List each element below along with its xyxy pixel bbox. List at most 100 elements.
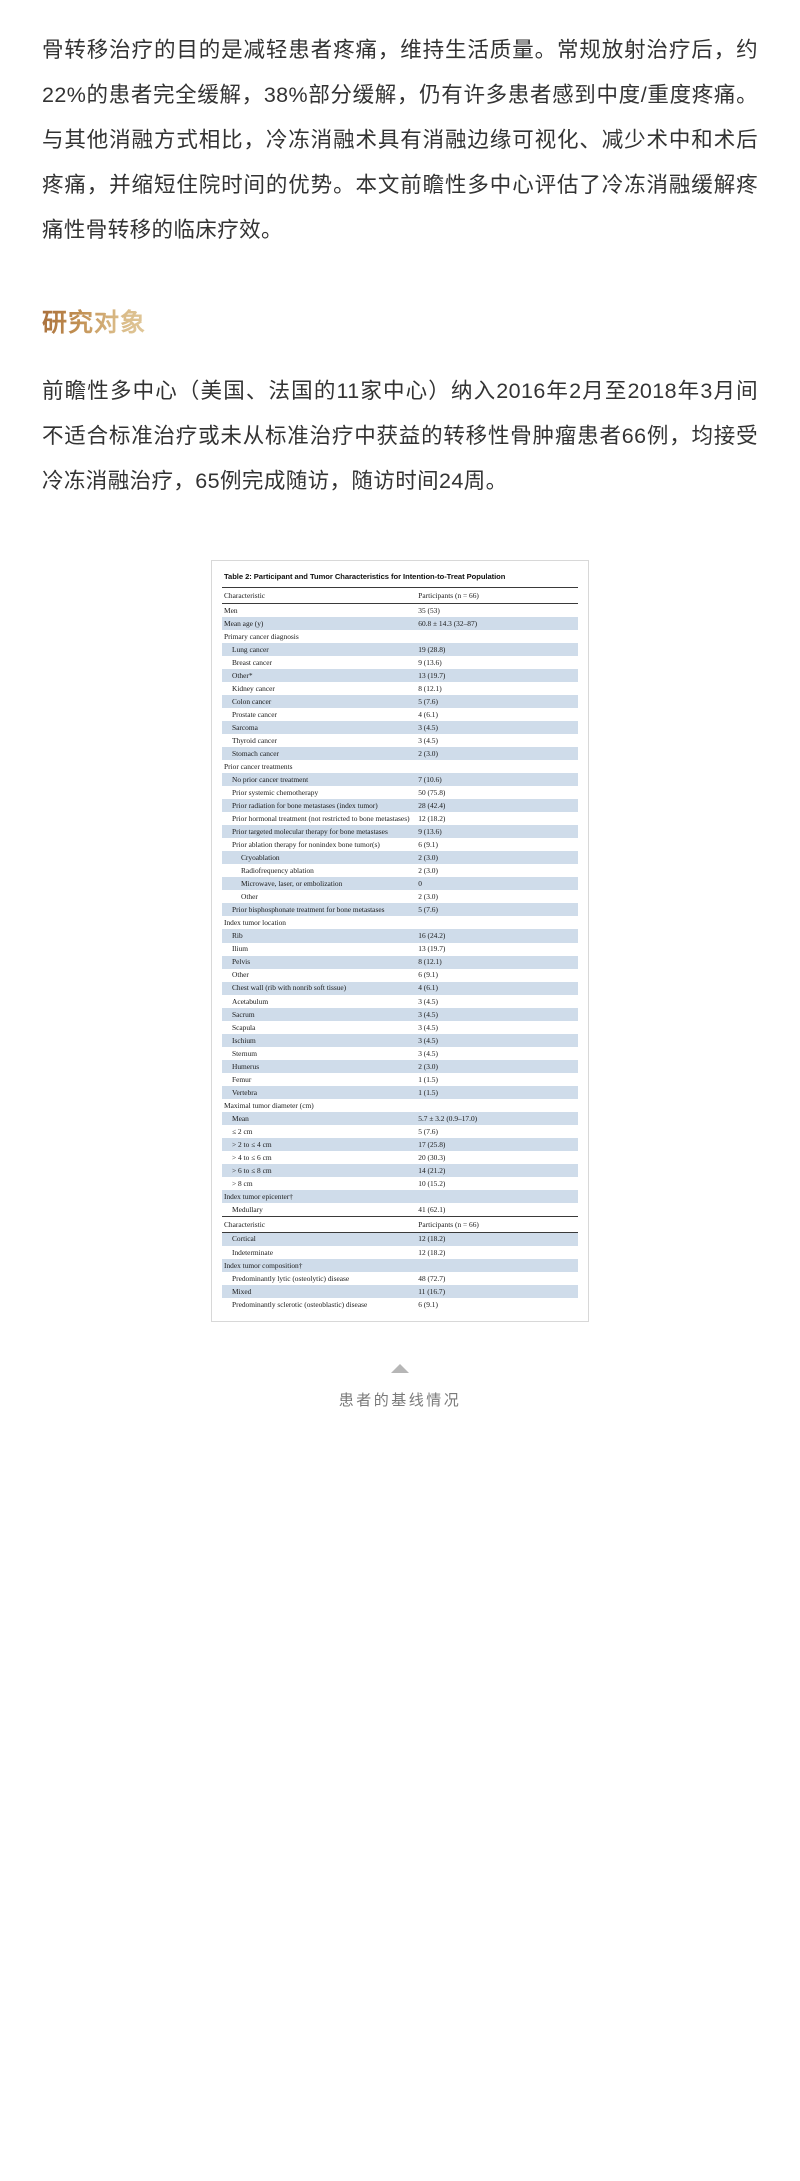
table-row: Vertebra 1 (1.5) xyxy=(222,1085,578,1099)
table-cell-participants xyxy=(414,1098,578,1112)
table-row: Other 2 (3.0) xyxy=(222,890,578,904)
table-cell-participants: 12 (18.2) xyxy=(414,1232,578,1246)
table-cell-characteristic: Stomach cancer xyxy=(222,747,415,761)
table-cell-participants: 9 (13.6) xyxy=(414,655,578,669)
table-cell-participants: 10 (15.2) xyxy=(414,1177,578,1191)
table-cell-participants: 13 (19.7) xyxy=(414,668,578,682)
table-cell-participants: 41 (62.1) xyxy=(414,1203,578,1217)
table-cell-characteristic: Index tumor epicenter† xyxy=(222,1190,415,1204)
table-row: Acetabulum 3 (4.5) xyxy=(222,994,578,1008)
table-row: Prior systemic chemotherapy 50 (75.8) xyxy=(222,786,578,800)
table-cell-participants: 9 (13.6) xyxy=(414,825,578,839)
table-row: > 8 cm 10 (15.2) xyxy=(222,1177,578,1191)
table-cell-characteristic: Predominantly lytic (osteolytic) disease xyxy=(222,1271,415,1285)
table-row: Colon cancer 5 (7.6) xyxy=(222,694,578,708)
table-cell-characteristic: > 4 to ≤ 6 cm xyxy=(222,1151,415,1165)
table-cell-characteristic: Medullary xyxy=(222,1203,415,1217)
table-row: Index tumor epicenter† xyxy=(222,1190,578,1204)
table-cell-participants: 3 (4.5) xyxy=(414,1007,578,1021)
table-row: Predominantly lytic (osteolytic) disease… xyxy=(222,1271,578,1285)
table-cell-characteristic: Sacrum xyxy=(222,1007,415,1021)
paragraph-intro: 骨转移治疗的目的是减轻患者疼痛，维持生活质量。常规放射治疗后，约22%的患者完全… xyxy=(42,38,758,242)
table-row: Maximal tumor diameter (cm) xyxy=(222,1098,578,1112)
table-cell-participants: 6 (9.1) xyxy=(414,968,578,982)
table-cell-participants: 4 (6.1) xyxy=(414,981,578,995)
table-cell-characteristic: Other xyxy=(222,968,415,982)
table-row: Mean age (y) 60.8 ± 14.3 (32–87) xyxy=(222,616,578,630)
table-cell-characteristic: Maximal tumor diameter (cm) xyxy=(222,1098,415,1112)
table-cell-participants: 3 (4.5) xyxy=(414,1046,578,1060)
table-row: Prior targeted molecular therapy for bon… xyxy=(222,825,578,839)
table-cell-characteristic: Predominantly sclerotic (osteoblastic) d… xyxy=(222,1297,415,1311)
figure-caption: 患者的基线情况 xyxy=(338,1391,462,1409)
table-cell-participants: 48 (72.7) xyxy=(414,1271,578,1285)
figure-table-2: Table 2: Participant and Tumor Character… xyxy=(0,560,800,1322)
table-row: Chest wall (rib with nonrib soft tissue)… xyxy=(222,981,578,995)
table-cell-characteristic: Prior systemic chemotherapy xyxy=(222,786,415,800)
table-cell-characteristic: No prior cancer treatment xyxy=(222,773,415,787)
table-row: Rib 16 (24.2) xyxy=(222,929,578,943)
table-row: ≤ 2 cm 5 (7.6) xyxy=(222,1124,578,1138)
table-cell-participants: 14 (21.2) xyxy=(414,1164,578,1178)
table-row: Prior ablation therapy for nonindex bone… xyxy=(222,838,578,852)
table-cell-characteristic: Index tumor location xyxy=(222,916,415,930)
table-row: Prior radiation for bone metastases (ind… xyxy=(222,799,578,813)
table-row: Humerus 2 (3.0) xyxy=(222,1059,578,1073)
table-row: Breast cancer 9 (13.6) xyxy=(222,655,578,669)
table-cell-participants: 3 (4.5) xyxy=(414,720,578,734)
table-cell-participants: 35 (53) xyxy=(414,603,578,617)
table-cell-participants xyxy=(414,760,578,774)
table-row: Indeterminate 12 (18.2) xyxy=(222,1245,578,1259)
table-cell-characteristic: Other* xyxy=(222,668,415,682)
section-heading-study-subjects: 研究对象 xyxy=(42,310,147,337)
table-row: No prior cancer treatment 7 (10.6) xyxy=(222,773,578,787)
table-body: Characteristic Participants (n = 66) Men 35… xyxy=(222,587,578,1311)
table-cell-participants: 8 (12.1) xyxy=(414,955,578,969)
table-header-row: Characteristic Participants (n = 66) xyxy=(222,587,578,604)
table-cell-participants: 6 (9.1) xyxy=(414,838,578,852)
table-cell-characteristic: Prior targeted molecular therapy for bon… xyxy=(222,825,415,839)
table-title: Table 2: Participant and Tumor Character… xyxy=(224,572,506,581)
table-cell-characteristic: Kidney cancer xyxy=(222,681,415,695)
article-body: 骨转移治疗的目的是减轻患者疼痛，维持生活质量。常规放射治疗后，约22%的患者完全… xyxy=(0,0,800,504)
table-cell-characteristic: Breast cancer xyxy=(222,655,415,669)
table-cell-characteristic: > 2 to ≤ 4 cm xyxy=(222,1137,415,1151)
table-cell-participants: 12 (18.2) xyxy=(414,812,578,826)
table-row: Pelvis 8 (12.1) xyxy=(222,955,578,969)
table-cell-participants: 2 (3.0) xyxy=(414,890,578,904)
table-cell-participants: 0 xyxy=(414,877,578,891)
table-column-header: Characteristic xyxy=(222,1216,415,1233)
table-cell-participants xyxy=(414,916,578,930)
table-cell-characteristic: Sarcoma xyxy=(222,720,415,734)
table-cell-characteristic: Lung cancer xyxy=(222,642,415,656)
table-cell-participants: 2 (3.0) xyxy=(414,851,578,865)
table-cell-characteristic: Mean xyxy=(222,1111,415,1125)
table-cell-characteristic: Primary cancer diagnosis xyxy=(222,629,415,643)
table-cell-participants: 3 (4.5) xyxy=(414,1020,578,1034)
table-cell-participants: 1 (1.5) xyxy=(414,1072,578,1086)
table-cell-participants: 3 (4.5) xyxy=(414,734,578,748)
table-row: Ischium 3 (4.5) xyxy=(222,1033,578,1047)
table-cell-participants: 2 (3.0) xyxy=(414,747,578,761)
table-row: Prior cancer treatments xyxy=(222,760,578,774)
table-row: > 6 to ≤ 8 cm 14 (21.2) xyxy=(222,1164,578,1178)
table-row: Index tumor composition† xyxy=(222,1258,578,1272)
table-cell-characteristic: Colon cancer xyxy=(222,694,415,708)
table-cell-characteristic: Femur xyxy=(222,1072,415,1086)
table-row: Other 6 (9.1) xyxy=(222,968,578,982)
table-row: Kidney cancer 8 (12.1) xyxy=(222,681,578,695)
table-cell-characteristic: Acetabulum xyxy=(222,994,415,1008)
table-cell-characteristic: Rib xyxy=(222,929,415,943)
table-row: Scapula 3 (4.5) xyxy=(222,1020,578,1034)
table-cell-characteristic: Index tumor composition† xyxy=(222,1258,415,1272)
table-cell-characteristic: Chest wall (rib with nonrib soft tissue) xyxy=(222,981,415,995)
table-row: Stomach cancer 2 (3.0) xyxy=(222,747,578,761)
table-cell-characteristic: Prior cancer treatments xyxy=(222,760,415,774)
table-row: Cortical 12 (18.2) xyxy=(222,1232,578,1246)
table-cell-participants: 5 (7.6) xyxy=(414,903,578,917)
table-cell-characteristic: Prostate cancer xyxy=(222,707,415,721)
table-cell-participants xyxy=(414,629,578,643)
figure-footer: 患者的基线情况 xyxy=(0,1363,800,1440)
table-cell-participants: 3 (4.5) xyxy=(414,994,578,1008)
table-row: Ilium 13 (19.7) xyxy=(222,942,578,956)
